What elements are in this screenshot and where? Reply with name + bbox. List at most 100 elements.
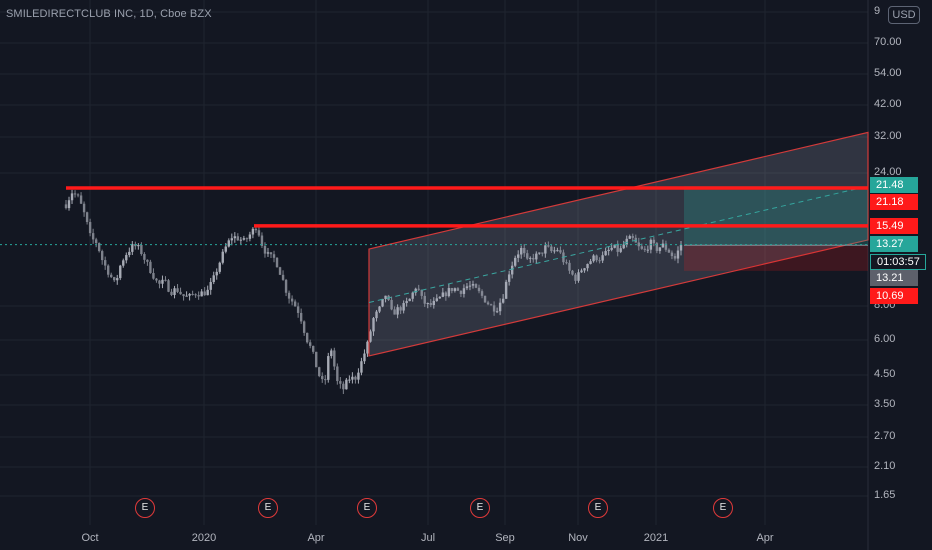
candle-body [299,312,303,322]
candle-body [221,251,224,263]
candle-body [613,244,616,248]
candle-body [330,350,333,357]
candle-body [284,279,288,293]
candle-body [230,238,234,241]
candle-body [137,244,140,247]
price-tick-label: 6.00 [874,333,896,345]
candle-body [417,288,420,290]
candle-body [257,230,261,236]
candle-body [302,321,306,333]
candle-body [143,254,146,260]
candle-body [269,252,273,255]
candle-body [318,367,321,377]
candle-body [622,244,625,249]
candle-body [254,228,258,231]
candle-body [236,236,240,241]
price-tag-resistance: 21.18 [870,194,918,210]
candle-body [402,303,405,311]
earnings-marker[interactable]: E [713,498,733,518]
candle-body [321,376,324,380]
candle-body [333,350,336,367]
candle-body [315,351,318,368]
earnings-marker[interactable]: E [470,498,490,518]
candle-body [194,294,197,296]
candle-body [167,280,170,292]
candle-body [568,262,571,271]
price-tick-label: 1.65 [874,489,896,501]
candle-body [676,250,680,259]
candle-body [435,298,439,301]
candle-body [188,293,191,296]
candle-body [465,286,469,289]
time-tick-label: Apr [307,532,325,544]
candle-body [517,254,520,258]
candle-body [224,246,227,252]
candle-body [119,265,122,279]
currency-button[interactable]: USD [888,6,920,24]
candle-body [538,252,541,254]
candle-body [625,238,628,245]
candle-body [239,239,243,241]
candle-body [468,285,472,287]
candle-body [480,291,484,296]
candle-body [498,302,502,312]
earnings-marker[interactable]: E [135,498,155,518]
time-tick-label: Jul [420,532,436,544]
candle-body [378,306,381,312]
candle-body [556,250,559,252]
candle-body [673,256,677,259]
candle-body [152,273,155,279]
candle-body [607,249,610,252]
earnings-marker[interactable]: E [258,498,278,518]
price-tick-label: 9 [874,5,881,17]
candle-body [113,277,116,281]
candle-body [369,331,372,342]
candle-body [155,278,158,281]
candle-body [158,280,161,284]
candle-body [595,255,598,261]
time-tick-label: Sep [495,532,515,544]
candle-body [667,249,671,253]
candle-body [553,250,556,252]
candle-body [122,260,125,266]
candle-body [510,265,514,275]
candle-body [372,318,375,332]
earnings-marker[interactable]: E [357,498,377,518]
price-tick-label: 42.00 [874,98,902,110]
candle-body [170,291,173,295]
candle-body [266,252,270,254]
candle-body [432,300,435,306]
candle-body [363,353,366,362]
candle-body [251,228,255,235]
candle-body [637,242,640,247]
candle-body [447,288,451,297]
candle-body [399,307,402,311]
candle-body [420,289,423,296]
candle-body [655,243,659,251]
earnings-marker[interactable]: E [588,498,608,518]
candle-body [161,279,164,284]
candle-body [393,309,396,315]
candle-body [191,293,194,295]
candle-body [414,288,417,293]
price-tag-entry: 13.21 [870,270,918,286]
candle-body [471,284,475,286]
candle-body [541,252,544,254]
candle-body [351,376,354,380]
candle-body [146,259,149,262]
candle-body [577,272,580,281]
time-tick-label: 2020 [191,532,217,544]
candle-body [462,288,466,294]
candle-body [182,294,185,297]
candle-body [535,253,538,260]
candle-body [589,261,592,264]
candle-body [652,239,656,244]
candle-body [275,257,279,268]
candle-body [411,292,414,299]
channel-midline [368,185,869,303]
candle-body [520,247,523,255]
candle-body [384,295,387,299]
candle-body [173,288,176,295]
candle-body [544,245,547,254]
